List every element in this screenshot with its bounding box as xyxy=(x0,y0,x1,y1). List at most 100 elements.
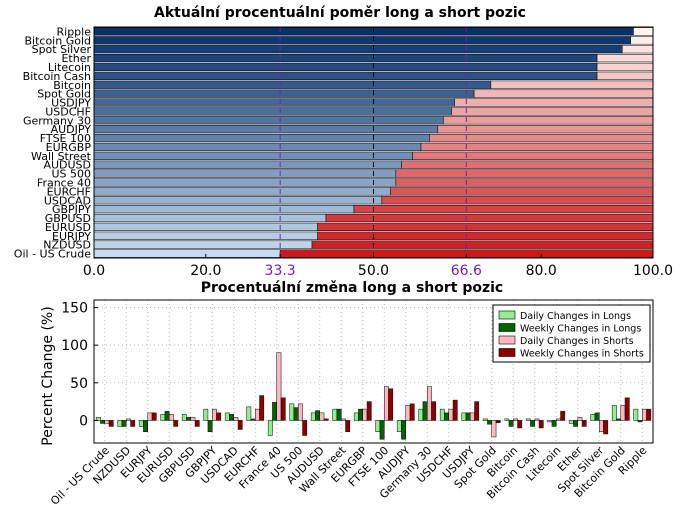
long-bar xyxy=(93,249,281,258)
change-bar xyxy=(560,411,566,421)
change-bar xyxy=(341,418,346,421)
top-category-label: AUDJPY xyxy=(51,123,92,136)
change-bar xyxy=(362,408,368,421)
change-bar xyxy=(181,414,187,421)
change-bar xyxy=(336,408,342,421)
change-bar xyxy=(267,420,273,436)
top-category-label: EURCHF xyxy=(47,185,91,198)
change-bar xyxy=(405,405,411,421)
short-bar xyxy=(381,196,654,205)
change-bar xyxy=(431,401,437,421)
long-bar xyxy=(93,80,492,89)
change-bar xyxy=(332,408,338,421)
long-bar xyxy=(93,36,631,45)
top-category-label: EURJPY xyxy=(52,230,91,243)
legend-swatch xyxy=(498,310,516,320)
top-x-tick-label: 33.3 xyxy=(265,263,296,279)
long-bar xyxy=(93,89,475,98)
change-bar xyxy=(100,420,105,424)
top-category-label: Oil - US Crude xyxy=(14,248,91,261)
change-bar xyxy=(482,418,488,421)
long-bar xyxy=(93,169,397,178)
change-bar xyxy=(384,386,389,421)
long-bar xyxy=(93,205,355,214)
change-bar xyxy=(396,420,402,432)
change-bar xyxy=(121,420,127,427)
change-bar xyxy=(573,420,579,427)
change-bar xyxy=(298,403,303,421)
long-bar xyxy=(93,196,383,205)
change-bar xyxy=(138,420,144,427)
short-bar xyxy=(437,125,654,134)
change-bar xyxy=(422,401,428,421)
change-bar xyxy=(525,418,531,421)
change-bar xyxy=(624,397,630,421)
top-x-tick-label: 20.0 xyxy=(190,263,221,279)
legend-swatch xyxy=(498,335,516,345)
change-bar xyxy=(534,418,540,421)
change-bar xyxy=(212,408,217,421)
short-bar xyxy=(633,27,654,36)
bottom-y-axis-label: Percent Change (%) xyxy=(40,306,56,445)
change-bar xyxy=(611,405,617,421)
top-category-label: Litecoin xyxy=(48,61,91,74)
change-bar xyxy=(207,420,213,432)
change-bar xyxy=(224,412,230,421)
change-bar xyxy=(388,388,394,421)
change-bar xyxy=(117,420,123,427)
short-bar xyxy=(429,133,654,143)
top-category-label: Wall Street xyxy=(31,150,92,163)
top-category-label: Germany 30 xyxy=(23,114,91,127)
top-category-label: Spot Silver xyxy=(32,43,92,56)
long-bar xyxy=(93,213,327,223)
legend-label: Weekly Changes in Shorts xyxy=(520,349,644,360)
top-category-label: France 40 xyxy=(37,176,91,189)
change-bar xyxy=(126,418,131,421)
change-bar xyxy=(513,418,518,421)
change-bar xyxy=(237,420,243,430)
short-bar xyxy=(353,205,654,214)
bottom-y-tick-label: 50 xyxy=(70,376,88,392)
change-bar xyxy=(272,402,278,421)
change-bar xyxy=(444,412,450,421)
short-bar xyxy=(596,71,654,80)
change-bar xyxy=(581,420,587,427)
top-category-label: Bitcoin Gold xyxy=(24,34,91,47)
change-bar xyxy=(323,418,329,421)
top-category-label: GBPUSD xyxy=(45,212,91,225)
change-bar xyxy=(508,420,514,427)
short-bar xyxy=(317,222,654,231)
top-category-label: Bitcoin xyxy=(53,79,91,92)
long-bar xyxy=(93,231,318,240)
change-bar xyxy=(255,408,260,421)
legend-label: Daily Changes in Longs xyxy=(520,311,631,322)
change-bar xyxy=(409,403,415,421)
short-bar xyxy=(454,98,654,107)
change-bar xyxy=(504,418,510,421)
top-category-label: EURGBP xyxy=(46,141,92,154)
top-category-label: US 500 xyxy=(51,168,91,181)
change-bar xyxy=(603,420,609,435)
change-bar xyxy=(194,420,200,427)
change-bar xyxy=(302,420,308,436)
change-bar xyxy=(250,418,256,421)
short-bar xyxy=(317,231,654,240)
change-bar xyxy=(319,412,325,421)
change-bar xyxy=(293,407,299,421)
long-bar xyxy=(93,133,430,143)
top-chart-title: Aktuální procentuální poměr long a short… xyxy=(154,5,526,21)
change-bar xyxy=(186,417,191,421)
change-bar xyxy=(418,408,424,421)
change-bar xyxy=(495,420,501,423)
short-bar xyxy=(390,187,654,196)
bottom-chart-title: Procentuální změna long a short pozic xyxy=(201,280,503,296)
change-bar xyxy=(173,420,179,427)
change-bar xyxy=(620,405,626,421)
change-bar xyxy=(366,401,372,421)
top-x-tick-label: 66.6 xyxy=(451,263,482,279)
short-bar xyxy=(443,116,654,125)
change-bar xyxy=(568,420,574,424)
short-bar xyxy=(325,213,654,223)
change-bar xyxy=(130,420,136,427)
